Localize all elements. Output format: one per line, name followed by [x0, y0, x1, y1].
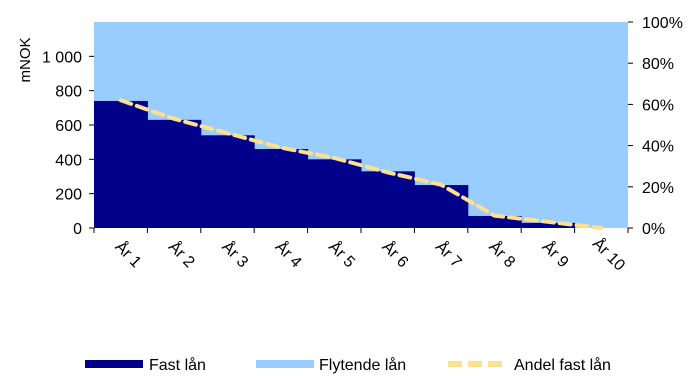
fast-lan-bar-1: [94, 100, 148, 228]
x-tick-label: År 7: [432, 237, 466, 271]
y2-tick-label: 80%: [642, 56, 674, 73]
y-axis-label: mNOK: [17, 38, 34, 83]
x-tick-label: År 6: [378, 237, 412, 271]
legend-label-fast: Fast lån: [149, 356, 206, 374]
x-tick-label: År 1: [111, 237, 145, 271]
x-tick-label: År 3: [218, 237, 252, 271]
fast-lan-bar-2: [147, 119, 202, 228]
fast-lan-bar-6: [361, 171, 415, 228]
y2-tick-label: 20%: [642, 180, 674, 197]
y2-tick-label: 0%: [642, 221, 665, 238]
fast-lan-bar-4: [254, 149, 309, 228]
x-tick-label: År 8: [485, 237, 519, 271]
y2-tick-label: 40%: [642, 139, 674, 156]
x-tick-label: År 2: [165, 237, 199, 271]
y-tick-label: 200: [55, 187, 82, 204]
andel-fast-lan-line: [118, 98, 604, 230]
legend-swatch-fast: [85, 360, 143, 368]
fast-lan-bar-5: [307, 159, 362, 228]
y-tick-label: 1 000: [42, 49, 82, 66]
fast-lan-bar-9: [521, 222, 576, 228]
y2-tick-label: 100%: [642, 15, 683, 32]
fast-lan-bar-3: [200, 135, 255, 228]
y2-tick-label: 60%: [642, 97, 674, 114]
x-tick-label: År 5: [325, 237, 359, 271]
legend-label-andel: Andel fast lån: [514, 356, 611, 374]
y-tick-label: 600: [55, 118, 82, 135]
fast-lan-bar-7: [414, 185, 469, 228]
legend-swatch-flytende: [256, 360, 314, 368]
x-tick-label: År 9: [539, 237, 573, 271]
plot-area: [94, 22, 628, 230]
legend-label-flytende: Flytende lån: [319, 356, 406, 374]
y-tick-label: 400: [55, 152, 82, 169]
x-tick-label: År 4: [272, 237, 306, 271]
legend: Fast lån Flytende lån Andel fast lån: [85, 356, 611, 374]
x-tick-label: År 10: [589, 234, 630, 275]
y-tick-label: 0: [73, 221, 82, 238]
y-tick-label: 800: [55, 84, 82, 101]
